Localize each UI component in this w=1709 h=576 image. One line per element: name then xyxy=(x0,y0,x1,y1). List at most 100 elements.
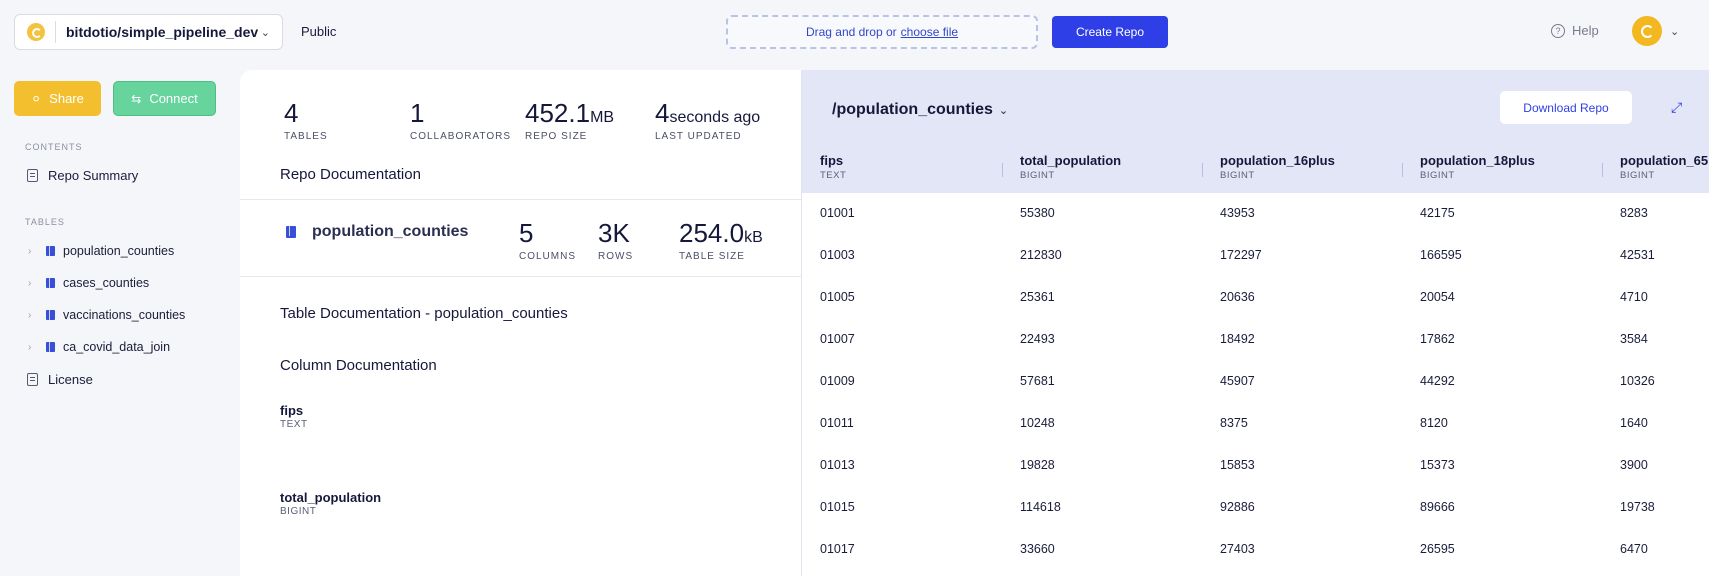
dropzone-text: Drag and drop or xyxy=(805,25,897,39)
column-resize-handle[interactable] xyxy=(1402,163,1403,177)
stat-label: TABLES xyxy=(284,131,328,142)
divider xyxy=(240,276,801,277)
table-row: 01001 55380 43953 42175 8283 xyxy=(802,193,1709,235)
sidebar-item-table[interactable]: › vaccinations_counties xyxy=(28,305,185,325)
column-documentation-title: Column Documentation xyxy=(280,357,437,374)
create-repo-button[interactable]: Create Repo xyxy=(1052,16,1168,48)
table-cell[interactable]: 25361 xyxy=(1020,290,1055,304)
help-link[interactable]: ? Help xyxy=(1551,23,1599,38)
table-cell[interactable]: 4710 xyxy=(1620,290,1648,304)
preview-header: /population_counties ⌄ Download Repo ⤢ xyxy=(802,70,1709,144)
stat-value: 254.0kB xyxy=(679,218,763,248)
table-cell[interactable]: 166595 xyxy=(1420,248,1462,262)
table-cell[interactable]: 42175 xyxy=(1420,206,1455,220)
repo-selector[interactable]: bitdotio/simple_pipeline_dev ⌄ xyxy=(14,14,283,50)
table-cell[interactable]: 20054 xyxy=(1420,290,1455,304)
sidebar-item-label: ca_covid_data_join xyxy=(63,340,171,354)
table-cell[interactable]: 33660 xyxy=(1020,542,1055,556)
table-cell[interactable]: 27403 xyxy=(1220,542,1255,556)
column-resize-handle[interactable] xyxy=(1002,163,1003,177)
table-cell[interactable]: 43953 xyxy=(1220,206,1255,220)
stat-label: COLUMNS xyxy=(519,251,577,262)
table-cell[interactable]: 8120 xyxy=(1420,416,1448,430)
column-header[interactable]: population_16plus BIGINT xyxy=(1220,153,1335,181)
table-cell[interactable]: 01005 xyxy=(820,290,855,304)
table-cell[interactable]: 01015 xyxy=(820,500,855,514)
table-cell[interactable]: 01009 xyxy=(820,374,855,388)
chevron-right-icon[interactable]: › xyxy=(28,245,32,257)
table-documentation-title: Table Documentation - population_countie… xyxy=(280,305,568,322)
stat-tables: 4 TABLES xyxy=(284,98,328,142)
table-cell[interactable]: 20636 xyxy=(1220,290,1255,304)
share-button[interactable]: ⚪ Share xyxy=(14,81,101,116)
avatar[interactable] xyxy=(1632,16,1662,46)
column-header[interactable]: fips TEXT xyxy=(820,153,847,181)
table-cell[interactable]: 92886 xyxy=(1220,500,1255,514)
stat-last-updated: 4seconds ago LAST UPDATED xyxy=(655,98,760,142)
table-cell[interactable]: 114618 xyxy=(1020,500,1061,514)
bitio-logo-icon xyxy=(27,23,45,41)
stat-label: ROWS xyxy=(598,251,634,262)
sidebar-item-repo-summary[interactable]: Repo Summary xyxy=(27,165,138,185)
table-cell[interactable]: 18492 xyxy=(1220,332,1255,346)
table-cell[interactable]: 19738 xyxy=(1620,500,1655,514)
table-cell[interactable]: 01001 xyxy=(820,206,855,220)
table-cell[interactable]: 57681 xyxy=(1020,374,1055,388)
chevron-right-icon[interactable]: › xyxy=(28,309,32,321)
table-cell[interactable]: 1640 xyxy=(1620,416,1648,430)
stat-rows: 3K ROWS xyxy=(598,218,633,262)
table-cell[interactable]: 55380 xyxy=(1020,206,1055,220)
column-resize-handle[interactable] xyxy=(1202,163,1203,177)
table-cell[interactable]: 45907 xyxy=(1220,374,1255,388)
sidebar-item-license[interactable]: License xyxy=(27,369,93,389)
file-dropzone[interactable]: Drag and drop or choose file xyxy=(726,15,1038,49)
table-cell[interactable]: 10248 xyxy=(1020,416,1055,430)
stat-value: 452.1MB xyxy=(525,98,615,128)
table-cell[interactable]: 172297 xyxy=(1220,248,1262,262)
connect-button[interactable]: ⇆ Connect xyxy=(113,81,216,116)
chevron-down-icon[interactable]: ⌄ xyxy=(1670,26,1680,38)
stat-label: REPO SIZE xyxy=(525,131,588,142)
table-cell[interactable]: 22493 xyxy=(1020,332,1055,346)
download-repo-button[interactable]: Download Repo xyxy=(1500,91,1632,124)
table-cell[interactable]: 6470 xyxy=(1620,542,1648,556)
table-cell[interactable]: 44292 xyxy=(1420,374,1455,388)
table-cell[interactable]: 8283 xyxy=(1620,206,1648,220)
table-path-selector[interactable]: /population_counties ⌄ xyxy=(832,101,1009,118)
chevron-right-icon[interactable]: › xyxy=(28,277,32,289)
sidebar-item-label: License xyxy=(48,371,93,387)
table-cell[interactable]: 10326 xyxy=(1620,374,1655,388)
table-cell[interactable]: 89666 xyxy=(1420,500,1455,514)
sidebar-item-table[interactable]: › cases_counties xyxy=(28,273,149,293)
table-cell[interactable]: 3584 xyxy=(1620,332,1648,346)
table-cell[interactable]: 01011 xyxy=(820,416,854,430)
column-header[interactable]: total_population BIGINT xyxy=(1020,153,1122,181)
table-cell[interactable]: 01017 xyxy=(820,542,855,556)
table-cell[interactable]: 15373 xyxy=(1420,458,1455,472)
choose-file-link[interactable]: choose file xyxy=(900,25,959,39)
table-cell[interactable]: 17862 xyxy=(1420,332,1455,346)
table-row: 01015 114618 92886 89666 19738 xyxy=(802,487,1709,529)
table-cell[interactable]: 8375 xyxy=(1220,416,1248,430)
table-cell[interactable]: 01007 xyxy=(820,332,855,346)
stat-label: LAST UPDATED xyxy=(655,131,742,142)
column-header[interactable]: population_65 BIGINT xyxy=(1620,153,1709,181)
table-cell[interactable]: 212830 xyxy=(1020,248,1062,262)
table-cell[interactable]: 19828 xyxy=(1020,458,1055,472)
column-resize-handle[interactable] xyxy=(1602,163,1603,177)
sidebar-item-table[interactable]: › ca_covid_data_join xyxy=(28,337,170,357)
contents-heading: CONTENTS xyxy=(25,142,83,152)
chevron-right-icon[interactable]: › xyxy=(28,341,32,353)
table-name: population_counties xyxy=(286,223,468,241)
table-cell[interactable]: 01003 xyxy=(820,248,855,262)
table-cell[interactable]: 3900 xyxy=(1620,458,1648,472)
table-cell[interactable]: 26595 xyxy=(1420,542,1455,556)
table-cell[interactable]: 01013 xyxy=(820,458,855,472)
table-cell[interactable]: 42531 xyxy=(1620,248,1655,262)
share-label: Share xyxy=(49,91,84,106)
expand-icon[interactable]: ⤢ xyxy=(1671,99,1683,115)
stat-value: 5 xyxy=(519,218,534,248)
sidebar-item-table[interactable]: › population_counties xyxy=(28,241,174,261)
table-cell[interactable]: 15853 xyxy=(1220,458,1255,472)
column-header[interactable]: population_18plus BIGINT xyxy=(1420,153,1535,181)
